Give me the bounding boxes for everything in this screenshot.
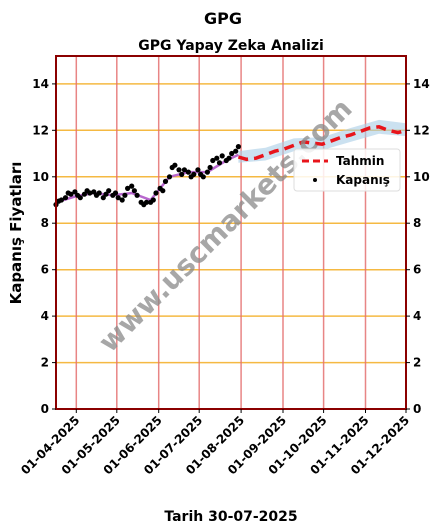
actual-point — [81, 191, 87, 197]
actual-point — [216, 160, 223, 166]
plot-frame — [55, 55, 407, 410]
actual-point — [219, 153, 225, 159]
legend: Tahmin Kapanış — [293, 148, 401, 192]
actual-point — [226, 155, 232, 161]
y-tick-label: 6 — [41, 263, 49, 277]
prediction-line — [237, 125, 407, 162]
actual-point — [62, 195, 69, 201]
actual-dots — [53, 144, 241, 208]
actual-point — [131, 188, 137, 194]
y-tick-label-right: 6 — [413, 263, 421, 277]
y-tick-label-right: 2 — [413, 356, 421, 370]
legend-actual-label: Kapanış — [336, 173, 390, 187]
actual-point — [87, 190, 93, 196]
grid — [56, 83, 406, 410]
actual-point — [176, 167, 182, 173]
actual-point — [100, 195, 106, 201]
actual-point — [106, 188, 112, 194]
legend-actual-swatch — [313, 178, 317, 182]
legend-prediction-label: Tahmin — [336, 154, 384, 168]
x-axis-label: Tarih 30-07-2025 — [164, 509, 297, 525]
actual-point — [153, 190, 159, 196]
actual-point — [129, 183, 135, 189]
actual-point — [68, 191, 74, 197]
watermark: www.uscmarkets.com — [92, 92, 359, 359]
chart-subtitle: GPG Yapay Zeka Analizi — [138, 38, 324, 54]
actual-point — [166, 174, 173, 180]
actual-point — [125, 185, 131, 191]
actual-point — [122, 192, 128, 198]
y-tick-label: 8 — [41, 216, 49, 230]
y-tick-label-right: 0 — [413, 402, 421, 416]
actual-point — [214, 155, 220, 161]
actual-point — [134, 192, 140, 198]
y-tick-label: 10 — [32, 170, 49, 184]
actual-point — [204, 169, 210, 175]
y-axis-label: Kapanış Fiyatları — [7, 162, 25, 305]
actual-point — [96, 190, 102, 196]
actual-point — [150, 197, 156, 203]
actual-point — [195, 167, 201, 173]
legend-box — [293, 148, 401, 192]
actual-point — [210, 157, 216, 164]
actual-point — [172, 162, 178, 168]
actual-point — [77, 195, 83, 201]
actual-point — [162, 178, 169, 184]
actual-point — [160, 188, 166, 194]
actual-point — [233, 148, 239, 154]
actual-point — [119, 197, 125, 203]
y-ticks-left: 0 2 4 6 8 10 12 14 — [32, 77, 56, 416]
actual-point — [143, 199, 150, 205]
y-tick-label-right: 14 — [413, 77, 430, 91]
actual-point — [207, 164, 213, 171]
y-tick-label-right: 4 — [413, 309, 421, 323]
actual-point — [103, 191, 109, 197]
actual-point — [112, 190, 119, 196]
y-tick-label-right: 8 — [413, 216, 421, 230]
x-ticks: 01-04-202501-05-202501-06-202501-07-2025… — [18, 409, 412, 477]
y-ticks-right: 0 2 4 6 8 10 12 14 — [406, 77, 430, 416]
y-tick-label: 12 — [32, 123, 49, 137]
y-tick-label: 4 — [41, 309, 49, 323]
actual-point — [229, 150, 235, 157]
y-tick-label-right: 12 — [413, 123, 430, 137]
actual-point — [181, 167, 187, 173]
actual-point — [115, 195, 121, 201]
actual-point — [200, 174, 206, 180]
y-tick-label: 2 — [41, 356, 49, 370]
actual-point — [235, 144, 241, 150]
y-tick-label-right: 10 — [413, 170, 430, 184]
actual-point — [191, 171, 197, 177]
chart-title: GPG — [204, 9, 242, 28]
actual-point — [58, 197, 64, 203]
y-tick-label: 14 — [32, 77, 49, 91]
actual-point — [179, 171, 185, 177]
actual-point — [185, 169, 191, 175]
y-tick-label: 0 — [41, 402, 49, 416]
